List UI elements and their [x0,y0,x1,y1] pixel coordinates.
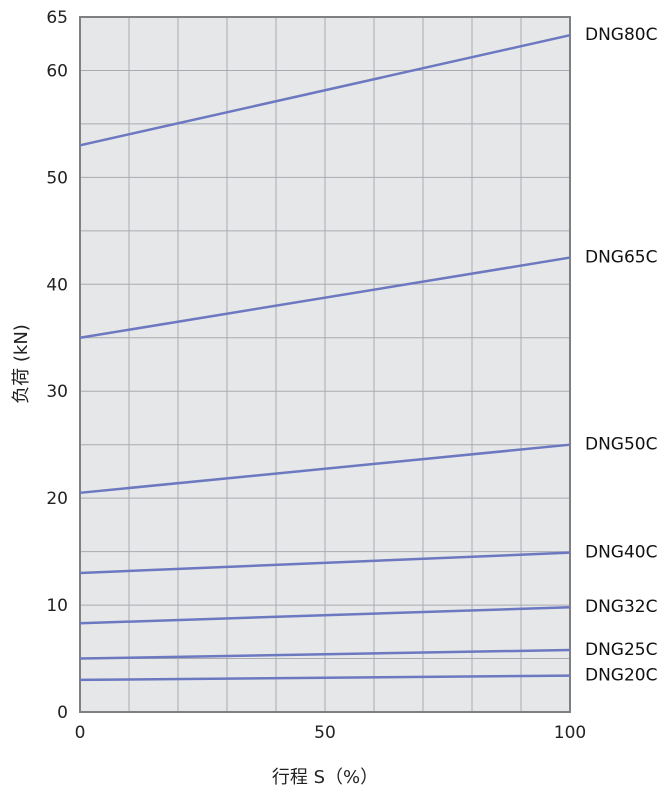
y-tick-labels: 0 10 20 30 40 50 60 65 [46,8,68,723]
x-tick-label: 100 [554,723,586,743]
series-label-dng80c: DNG80C [585,25,657,45]
series-line-dng50c [79,443,571,495]
series-label-dng25c: DNG25C [585,640,657,660]
y-tick-label: 30 [46,382,68,402]
series-lines [79,33,571,682]
series-line-dng25c [79,648,571,660]
y-tick-label: 0 [57,703,68,723]
plot-frame [79,16,571,713]
series-label-dng50c: DNG50C [585,435,657,455]
y-tick-label: 50 [46,168,68,188]
x-axis-title: 行程 S（%） [272,767,378,788]
y-tick-label: 10 [46,596,68,616]
series-label-dng40c: DNG40C [585,543,657,563]
series-line-dng65c [79,256,571,340]
series-line-dng80c [79,33,571,147]
series-label-dng65c: DNG65C [585,248,657,268]
series-labels: DNG80C DNG65C DNG50C DNG40C DNG32C DNG25C DNG2… [585,25,657,685]
grid [80,17,570,712]
x-tick-label: 0 [75,723,86,743]
x-tick-label: 50 [314,723,336,743]
series-line-dng20c [79,674,571,682]
series-label-dng32c: DNG32C [585,597,657,617]
series-line-dng32c [79,605,571,625]
series-line-dng40c [79,551,571,575]
series-label-dng20c: DNG20C [585,666,657,686]
y-tick-label: 40 [46,275,68,295]
y-axis-title: 负荷 (kN) [11,324,32,404]
y-tick-label: 60 [46,61,68,81]
y-tick-label: 20 [46,489,68,509]
y-tick-label: 65 [46,8,68,28]
x-tick-labels: 0 50 100 [75,723,587,743]
